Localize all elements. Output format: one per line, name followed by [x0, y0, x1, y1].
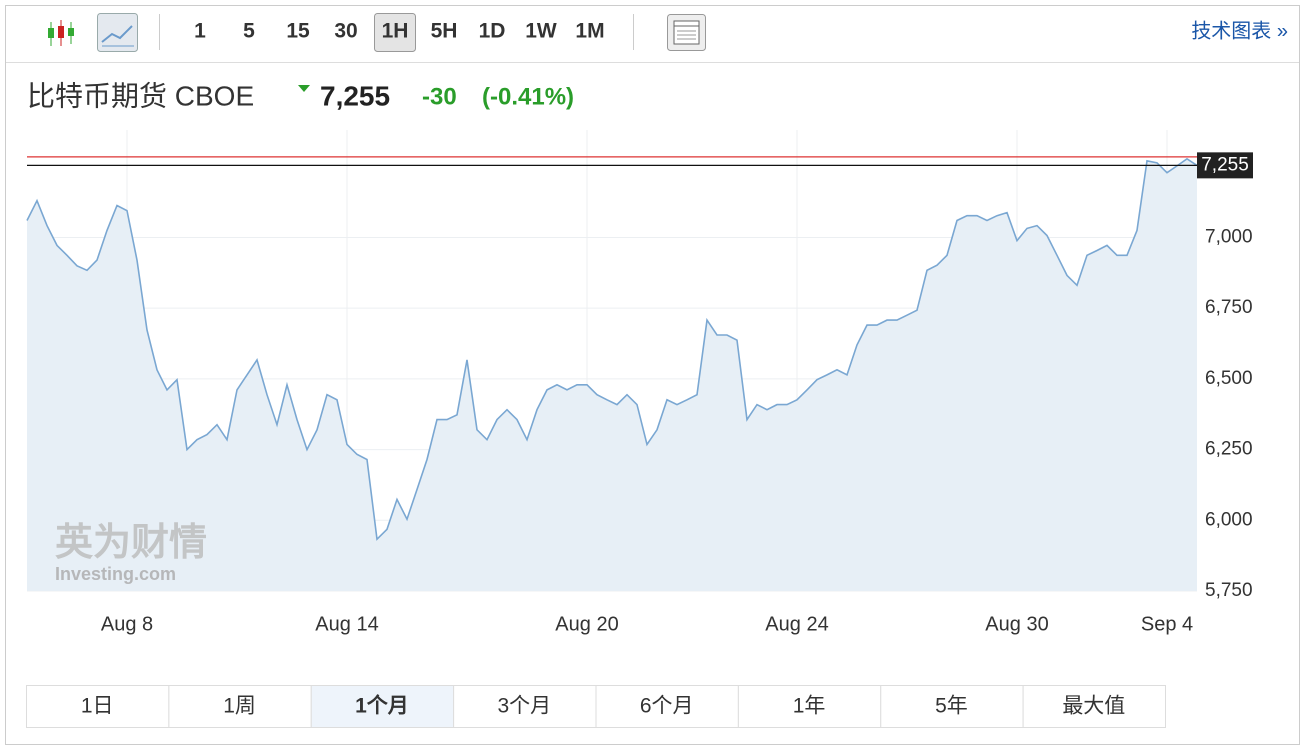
interval-button[interactable]: 5H: [431, 20, 458, 43]
x-tick-label: Aug 8: [101, 613, 153, 635]
current-price-label: 7,255: [1201, 154, 1249, 175]
interval-button[interactable]: 1M: [575, 20, 604, 43]
y-tick-label: 6,500: [1205, 368, 1253, 389]
chart: Aug 8 Aug 14 Aug 20 Aug 24 Aug 30 Sep 4 5,750 6…: [26, 130, 1253, 635]
price-line: [26, 157, 1198, 541]
interval-buttons: 1 5 15 30 1H 5H 1D 1W 1M: [194, 13, 605, 52]
interval-button[interactable]: 1H: [382, 20, 409, 43]
range-tab[interactable]: 6个月: [640, 695, 694, 718]
x-tick-label: Aug 14: [315, 613, 378, 635]
change: -30: [422, 83, 457, 110]
range-tab-bg: [453, 685, 597, 728]
range-tab-bg: [1022, 685, 1166, 728]
price: 7,255: [320, 80, 390, 111]
interval-button[interactable]: 5: [243, 20, 255, 43]
interval-button[interactable]: 1D: [479, 20, 506, 43]
quote-header: 比特币期货 CBOE 7,255 -30 (-0.41%): [27, 80, 574, 111]
table-icon[interactable]: [667, 14, 706, 51]
x-tick-label: Aug 30: [985, 613, 1048, 635]
current-price-box: [1197, 152, 1253, 179]
candle-icon[interactable]: [48, 20, 74, 46]
y-tick-label: 6,250: [1205, 439, 1253, 460]
line-icon[interactable]: [97, 13, 138, 52]
technical-chart-link[interactable]: 技术图表 »: [1191, 19, 1288, 42]
y-tick-label: 6,000: [1205, 509, 1253, 530]
range-tab[interactable]: 3个月: [497, 695, 551, 718]
x-tick-label: Aug 24: [765, 613, 828, 635]
range-tab[interactable]: 1周: [223, 695, 256, 718]
active-interval-bg: [374, 13, 416, 52]
watermark-cn: 英为财情: [55, 522, 207, 564]
y-tick-label: 5,750: [1205, 580, 1253, 601]
range-tab-bg: [310, 685, 455, 728]
y-tick-label: 6,750: [1205, 297, 1253, 318]
area: [27, 158, 1197, 592]
range-tabs: 1日 1周 1个月 3个月 6个月 1年 5年 最大值: [26, 685, 1166, 728]
interval-button[interactable]: 1W: [525, 20, 557, 43]
interval-button[interactable]: 1: [194, 20, 206, 43]
instrument-name: 比特币期货 CBOE: [27, 80, 254, 111]
change-percent: (-0.41%): [482, 83, 574, 110]
range-tab-bg: [26, 685, 170, 728]
range-tab-bg: [168, 685, 312, 728]
range-tab[interactable]: 1年: [793, 695, 826, 718]
x-tick-label: Sep 4: [1141, 613, 1193, 635]
range-tab[interactable]: 5年: [935, 695, 968, 718]
y-tick-label: 7,000: [1205, 226, 1253, 247]
watermark-en: Investing.com: [55, 564, 176, 584]
down-arrow: [298, 85, 310, 92]
interval-button[interactable]: 15: [286, 20, 310, 43]
range-tab[interactable]: 1日: [81, 695, 114, 718]
interval-button[interactable]: 30: [334, 20, 357, 43]
x-tick-label: Aug 20: [555, 613, 618, 635]
range-tab-bg: [737, 685, 882, 728]
range-tab[interactable]: 最大值: [1062, 695, 1125, 718]
range-tab-bg: [595, 685, 739, 728]
range-tab[interactable]: 1个月: [355, 695, 409, 718]
